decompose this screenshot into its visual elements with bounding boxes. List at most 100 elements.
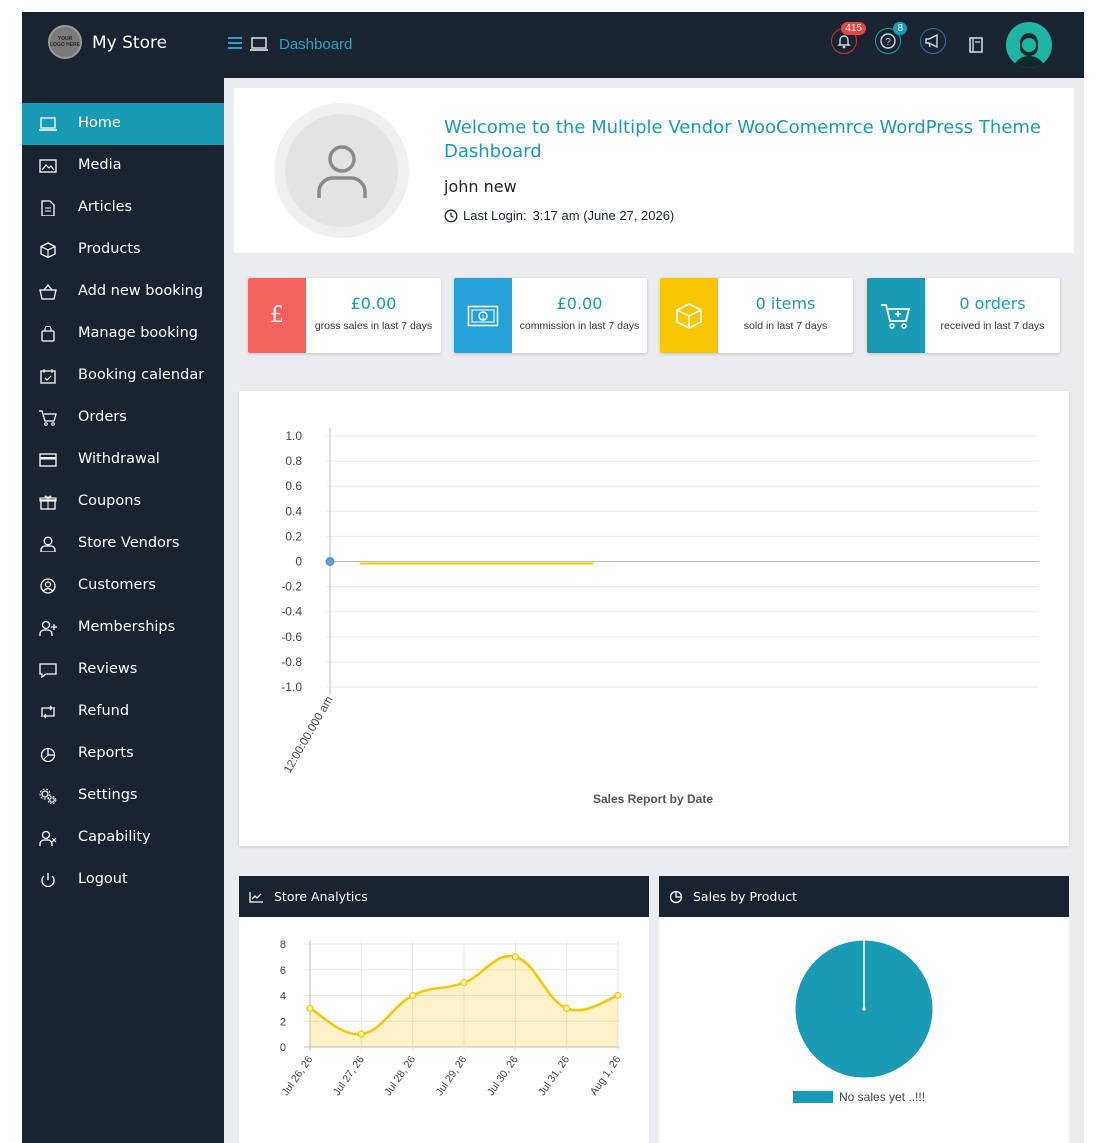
stat-commission[interactable]: 1 £0.00 commission in last 7 days bbox=[454, 278, 647, 353]
sidebar-item-capability[interactable]: Capability bbox=[22, 817, 224, 859]
y-tick-label: 0 bbox=[280, 1042, 286, 1054]
sidebar-item-label: Reviews bbox=[78, 661, 138, 677]
user-times-icon bbox=[39, 830, 57, 846]
y-tick-label: 0.8 bbox=[285, 454, 302, 468]
sidebar-item-label: Coupons bbox=[78, 493, 142, 509]
sidebar-item-label: Settings bbox=[78, 787, 138, 803]
sidebar-item-products[interactable]: Products bbox=[22, 229, 224, 271]
sidebar-item-refund[interactable]: Refund bbox=[22, 691, 224, 733]
sidebar-item-customers[interactable]: Customers bbox=[22, 565, 224, 607]
data-point bbox=[511, 953, 519, 961]
data-point bbox=[563, 1004, 571, 1012]
help-button[interactable]: ? 8 bbox=[875, 22, 907, 54]
last-login-value: 3:17 am (June 27, 2026) bbox=[532, 208, 675, 223]
menu-toggle-icon[interactable] bbox=[228, 37, 242, 49]
help-count-badge: 8 bbox=[893, 22, 907, 35]
app-root: YOUR LOGO HERE My Store Dashboard 415 ? … bbox=[22, 12, 1084, 1143]
sidebar-item-label: Memberships bbox=[78, 619, 176, 635]
sales-report-svg: 1.0 0.8 0.6 0.4 0.2 0 -0.2 -0.4 -0.6 -0.8 -1.012:0… bbox=[281, 428, 1039, 806]
sidebar-item-label: Articles bbox=[78, 199, 133, 215]
sales-by-product-panel: Sales by Product No sales yet ..!!! bbox=[659, 876, 1069, 1143]
money-icon: 1 bbox=[467, 305, 499, 326]
user-avatar[interactable] bbox=[1006, 22, 1052, 68]
y-tick-label: -0.2 bbox=[281, 580, 302, 594]
sidebar-item-label: Customers bbox=[78, 577, 156, 593]
sidebar-item-reports[interactable]: Reports bbox=[22, 733, 224, 775]
cube-icon bbox=[676, 302, 702, 329]
sidebar-item-settings[interactable]: Settings bbox=[22, 775, 224, 817]
sidebar-item-home[interactable]: Home bbox=[22, 103, 224, 145]
sidebar-item-store-vendors[interactable]: Store Vendors bbox=[22, 523, 224, 565]
power-icon bbox=[41, 873, 55, 888]
sidebar-item-coupons[interactable]: Coupons bbox=[22, 481, 224, 523]
y-tick-label: 0 bbox=[295, 555, 302, 569]
sales-by-product-header: Sales by Product bbox=[659, 876, 1069, 917]
sidebar-item-orders[interactable]: Orders bbox=[22, 397, 224, 439]
calendar-icon bbox=[40, 369, 56, 384]
home-icon bbox=[39, 117, 57, 131]
stat-label: commission in last 7 days bbox=[519, 320, 640, 332]
notification-count-badge: 415 bbox=[841, 22, 866, 35]
store-logo[interactable]: YOUR LOGO HERE bbox=[48, 25, 82, 59]
sidebar-item-manage-booking[interactable]: Manage booking bbox=[22, 313, 224, 355]
y-tick-label: 8 bbox=[280, 939, 286, 951]
notification-button[interactable]: 415 bbox=[831, 22, 866, 54]
sales-by-product-svg: No sales yet ..!!! bbox=[793, 939, 934, 1104]
sidebar-item-reviews[interactable]: Reviews bbox=[22, 649, 224, 691]
sidebar-item-add-new-booking[interactable]: Add new booking bbox=[22, 271, 224, 313]
data-point bbox=[357, 1030, 365, 1038]
products-icon bbox=[40, 242, 56, 258]
sidebar-item-booking-calendar[interactable]: Booking calendar bbox=[22, 355, 224, 397]
x-tick-label: Aug 1, 26 bbox=[588, 1054, 624, 1098]
sidebar-item-label: Reports bbox=[78, 745, 134, 761]
bell-icon bbox=[837, 35, 851, 49]
sidebar-item-label: Booking calendar bbox=[78, 367, 205, 383]
last-login-label: Last Login: bbox=[463, 208, 527, 223]
data-point bbox=[409, 991, 417, 1000]
stat-icon-box: £ bbox=[248, 278, 306, 353]
breadcrumb[interactable]: Dashboard bbox=[279, 36, 353, 53]
sidebar-item-label: Add new booking bbox=[78, 283, 204, 299]
sidebar-item-withdrawal[interactable]: Withdrawal bbox=[22, 439, 224, 481]
stat-value: 0 orders bbox=[959, 294, 1026, 313]
stat-orders[interactable]: 0 orders received in last 7 days bbox=[867, 278, 1060, 353]
card-icon bbox=[39, 453, 57, 467]
sidebar-item-media[interactable]: Media bbox=[22, 145, 224, 187]
sales-report-chart: 1.0 0.8 0.6 0.4 0.2 0 -0.2 -0.4 -0.6 -0.8 -1.0 12:0… bbox=[239, 391, 1069, 846]
stat-icon-box bbox=[660, 278, 718, 353]
last-login: Last Login: 3:17 am (June 27, 2026) bbox=[444, 208, 674, 223]
announcement-button[interactable] bbox=[920, 28, 946, 54]
sidebar-nav: Home Media Articles Products Add new booking… bbox=[22, 103, 224, 901]
pie-chart-icon bbox=[669, 890, 683, 903]
y-tick-label: 1.0 bbox=[285, 429, 302, 443]
sidebar-item-label: Products bbox=[78, 241, 141, 257]
stat-gross-sales[interactable]: £ £0.00 gross sales in last 7 days bbox=[248, 278, 441, 353]
sidebar-item-memberships[interactable]: Memberships bbox=[22, 607, 224, 649]
sidebar-item-label: Home bbox=[78, 115, 121, 131]
stat-items-sold[interactable]: 0 items sold in last 7 days bbox=[660, 278, 853, 353]
book-icon[interactable] bbox=[968, 36, 984, 54]
sidebar-item-label: Refund bbox=[78, 703, 130, 719]
pound-icon: £ bbox=[270, 303, 284, 328]
user-icon bbox=[40, 536, 56, 552]
pie-icon bbox=[40, 747, 56, 762]
pie-center bbox=[862, 1007, 866, 1011]
stat-value: 0 items bbox=[755, 294, 816, 313]
legend-swatch bbox=[793, 1091, 833, 1103]
sidebar-item-logout[interactable]: Logout bbox=[22, 859, 224, 901]
y-tick-label: 4 bbox=[280, 991, 286, 1003]
stat-value: £0.00 bbox=[556, 294, 603, 313]
stat-icon-box: 1 bbox=[454, 278, 512, 353]
sidebar-item-label: Orders bbox=[78, 409, 127, 425]
sidebar-item-label: Withdrawal bbox=[78, 451, 160, 467]
profile-avatar[interactable] bbox=[274, 103, 409, 238]
laptop-icon bbox=[250, 37, 268, 51]
y-tick-label: 0.6 bbox=[285, 479, 302, 493]
user-avatar-icon bbox=[1006, 22, 1052, 68]
store-name[interactable]: My Store bbox=[92, 33, 168, 53]
articles-icon bbox=[41, 200, 55, 216]
area-fill bbox=[310, 956, 618, 1047]
sidebar-item-articles[interactable]: Articles bbox=[22, 187, 224, 229]
data-point bbox=[325, 557, 335, 566]
sidebar-item-label: Store Vendors bbox=[78, 535, 180, 551]
